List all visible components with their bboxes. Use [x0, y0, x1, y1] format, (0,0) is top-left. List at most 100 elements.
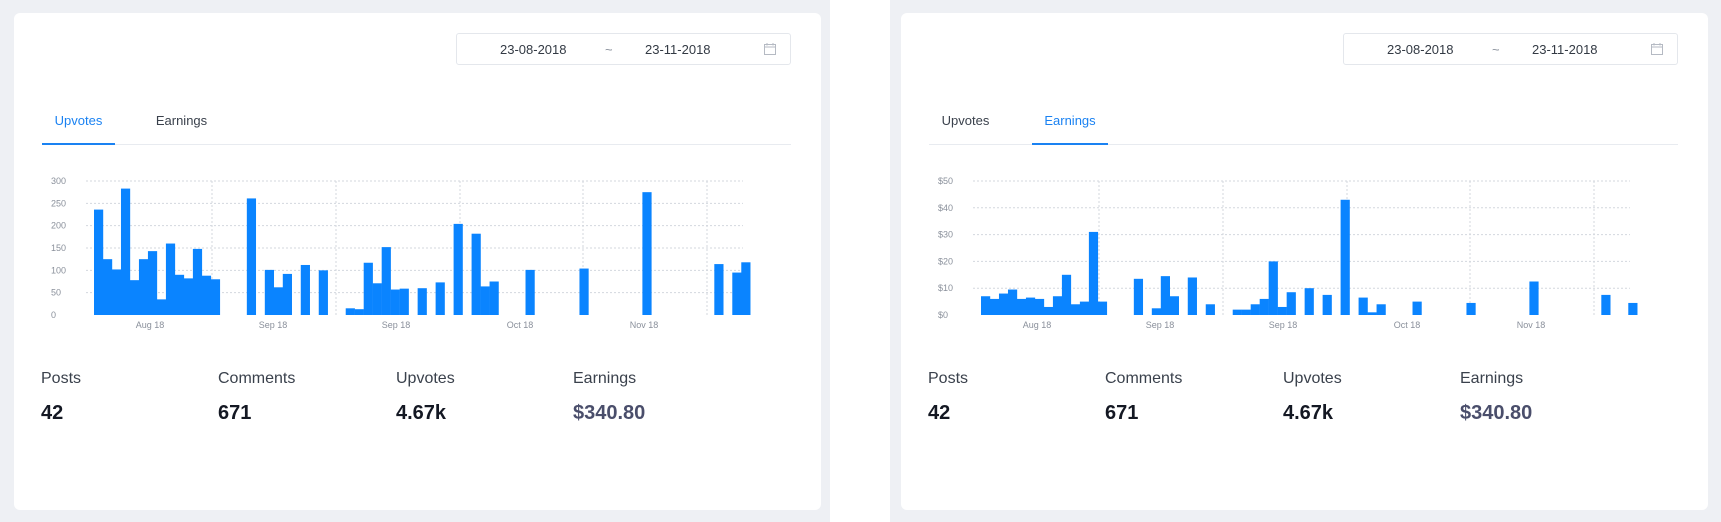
- bar[interactable]: [210, 279, 221, 315]
- bar[interactable]: [165, 243, 176, 315]
- bar[interactable]: [1340, 199, 1350, 315]
- bar[interactable]: [1133, 278, 1144, 315]
- date-from[interactable]: 23-08-2018: [1387, 42, 1454, 57]
- date-to[interactable]: 23-11-2018: [645, 42, 711, 57]
- bar[interactable]: [147, 251, 158, 315]
- bar[interactable]: [192, 248, 203, 315]
- date-separator: ~: [605, 42, 613, 57]
- bar[interactable]: [480, 286, 490, 315]
- bar[interactable]: [741, 262, 751, 315]
- bar[interactable]: [1358, 297, 1368, 315]
- bar[interactable]: [1376, 304, 1386, 315]
- bar[interactable]: [471, 233, 481, 315]
- x-tick-label: Sep 18: [259, 320, 288, 330]
- bar[interactable]: [489, 281, 499, 316]
- bar[interactable]: [345, 308, 355, 315]
- bar[interactable]: [372, 283, 382, 315]
- bar[interactable]: [989, 298, 1000, 315]
- bar[interactable]: [1367, 312, 1377, 315]
- bar[interactable]: [138, 259, 149, 315]
- bar[interactable]: [1232, 309, 1242, 315]
- bar[interactable]: [1205, 304, 1215, 315]
- bar[interactable]: [381, 247, 391, 315]
- tab-earnings[interactable]: Earnings: [1032, 113, 1108, 145]
- bar[interactable]: [1079, 301, 1090, 315]
- bar[interactable]: [1628, 302, 1638, 315]
- bar[interactable]: [363, 262, 373, 315]
- bar[interactable]: [1034, 298, 1045, 315]
- bar[interactable]: [282, 273, 292, 315]
- date-range-picker[interactable]: 23-08-2018 ~ 23-11-2018: [1343, 33, 1678, 65]
- bar[interactable]: [1259, 298, 1269, 315]
- upvotes-card: 23-08-2018 ~ 23-11-2018 Upvotes Earnings…: [14, 13, 821, 510]
- date-range-picker[interactable]: 23-08-2018 ~ 23-11-2018: [456, 33, 791, 65]
- bar[interactable]: [129, 280, 140, 315]
- stats-row: Posts 42 Comments 671 Upvotes 4.67k Earn…: [928, 370, 1688, 440]
- bar[interactable]: [1070, 304, 1081, 315]
- bar[interactable]: [1241, 309, 1251, 315]
- bar[interactable]: [1187, 277, 1197, 315]
- bar[interactable]: [1277, 306, 1287, 315]
- bar[interactable]: [273, 287, 283, 315]
- bar[interactable]: [642, 192, 652, 315]
- bar[interactable]: [981, 296, 991, 315]
- bar[interactable]: [453, 223, 463, 315]
- bar[interactable]: [1304, 288, 1314, 315]
- bar[interactable]: [264, 269, 275, 315]
- bar[interactable]: [1286, 292, 1296, 315]
- bar[interactable]: [94, 209, 104, 315]
- bar[interactable]: [1016, 298, 1027, 315]
- bar[interactable]: [417, 288, 427, 315]
- bar[interactable]: [102, 259, 113, 315]
- x-tick-label: Sep 18: [1146, 320, 1175, 330]
- date-from[interactable]: 23-08-2018: [500, 42, 567, 57]
- bar[interactable]: [1151, 308, 1162, 315]
- y-tick-label: 50: [51, 288, 61, 298]
- bar[interactable]: [399, 288, 409, 315]
- bar[interactable]: [390, 289, 400, 315]
- bar[interactable]: [1601, 294, 1611, 315]
- bar[interactable]: [111, 269, 122, 315]
- bar[interactable]: [998, 293, 1009, 315]
- bar[interactable]: [714, 264, 724, 315]
- bar[interactable]: [732, 272, 742, 315]
- bar[interactable]: [1007, 289, 1018, 315]
- x-tick-label: Nov 18: [1517, 320, 1546, 330]
- bar[interactable]: [354, 309, 364, 315]
- bar[interactable]: [1043, 306, 1054, 315]
- x-tick-label: Oct 18: [507, 320, 534, 330]
- bar[interactable]: [300, 264, 310, 315]
- bar[interactable]: [201, 275, 212, 315]
- bar[interactable]: [246, 198, 257, 315]
- bar[interactable]: [120, 188, 131, 315]
- bar[interactable]: [1025, 297, 1036, 315]
- bar[interactable]: [1466, 302, 1476, 315]
- stat-label: Comments: [1105, 370, 1183, 387]
- tab-upvotes[interactable]: Upvotes: [42, 113, 115, 145]
- bar[interactable]: [1169, 296, 1179, 315]
- bar[interactable]: [525, 269, 535, 315]
- bar[interactable]: [318, 270, 328, 315]
- bar[interactable]: [1322, 294, 1332, 315]
- bar[interactable]: [1052, 296, 1063, 315]
- bar[interactable]: [579, 268, 589, 315]
- bar[interactable]: [1061, 274, 1072, 315]
- bar[interactable]: [1268, 261, 1278, 315]
- bar[interactable]: [1097, 301, 1108, 315]
- bar[interactable]: [1412, 301, 1422, 315]
- calendar-icon[interactable]: [764, 43, 776, 55]
- bar[interactable]: [1160, 276, 1170, 315]
- bar[interactable]: [174, 274, 185, 315]
- y-tick-label: $0: [938, 310, 948, 320]
- bar[interactable]: [1250, 304, 1260, 315]
- bar[interactable]: [1088, 231, 1099, 315]
- calendar-icon[interactable]: [1651, 43, 1663, 55]
- panel-divider: [820, 0, 900, 522]
- bar[interactable]: [183, 278, 194, 315]
- tab-upvotes[interactable]: Upvotes: [941, 113, 990, 128]
- bar[interactable]: [435, 282, 445, 315]
- date-to[interactable]: 23-11-2018: [1532, 42, 1598, 57]
- bar[interactable]: [156, 299, 167, 315]
- bar[interactable]: [1529, 281, 1539, 316]
- tab-earnings[interactable]: Earnings: [155, 113, 208, 128]
